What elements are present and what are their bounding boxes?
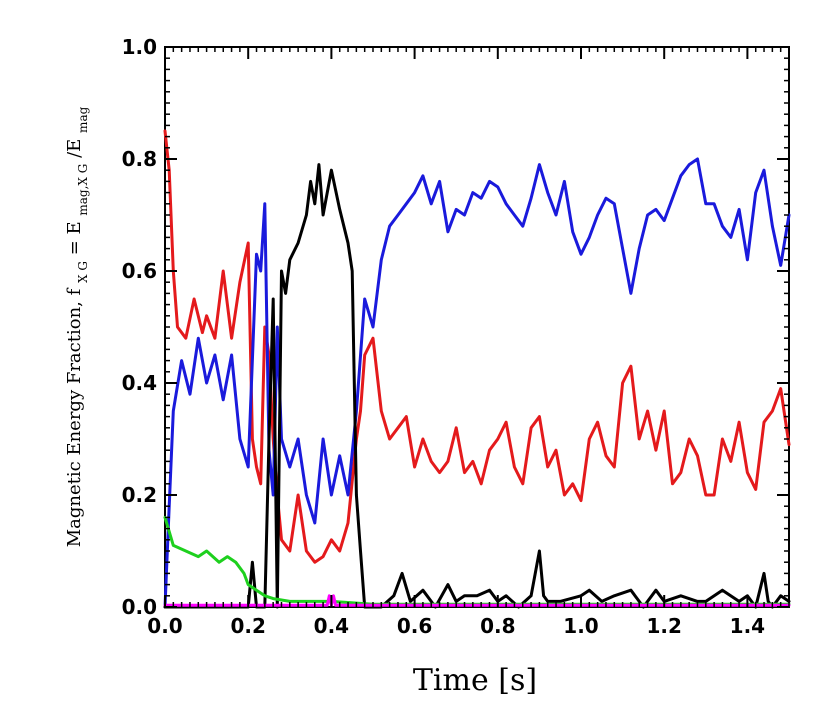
- y-axis-title-subscript: X G: [76, 261, 90, 283]
- series-line-blue: [163, 157, 791, 609]
- x-axis-title: Time [s]: [413, 663, 537, 698]
- y-tick-label: 0.6: [122, 259, 157, 283]
- y-axis-title: Magnetic Energy Fraction, f X G = E mag,…: [64, 106, 90, 547]
- y-tick-label: 0.2: [122, 483, 157, 507]
- y-tick-label: 0.4: [122, 371, 157, 395]
- x-tick-label: 0.2: [230, 614, 265, 638]
- y-axis-title-eq-sub: mag,X G: [76, 164, 90, 216]
- y-axis-title-div-sub: mag: [76, 106, 90, 133]
- x-tick-label: 0.4: [314, 614, 349, 638]
- x-tick-label: 0.0: [147, 614, 182, 638]
- plot-area: 0.0 0.2 0.4 0.6 0.8 1.0 1.2 1.4 0.0 0.2 0.4 0.6 0.8 1…: [122, 35, 791, 638]
- y-axis-title-eq: = E: [64, 221, 85, 255]
- series-line-green: [163, 515, 791, 606]
- plot-frame: [164, 46, 790, 608]
- y-axis-title-div: /E: [64, 139, 85, 158]
- y-tick-label: 0.8: [122, 147, 157, 171]
- x-tick-label: 1.0: [563, 614, 598, 638]
- series-layer: [163, 129, 791, 609]
- x-tick-label: 0.8: [480, 614, 515, 638]
- series-line-black: [163, 163, 791, 609]
- y-tick-label: 1.0: [122, 35, 157, 59]
- x-tick-label: 1.2: [646, 614, 681, 638]
- y-tick-label: 0.0: [122, 595, 157, 619]
- x-tick-label: 1.4: [730, 614, 765, 638]
- x-tick-label: 0.6: [397, 614, 432, 638]
- series-line-red: [163, 129, 791, 564]
- ticks-layer: 0.0 0.2 0.4 0.6 0.8 1.0 1.2 1.4 0.0 0.2 0.4 0.6 0.8 1…: [122, 35, 790, 638]
- y-axis-title-main: Magnetic Energy Fraction, f: [64, 287, 85, 547]
